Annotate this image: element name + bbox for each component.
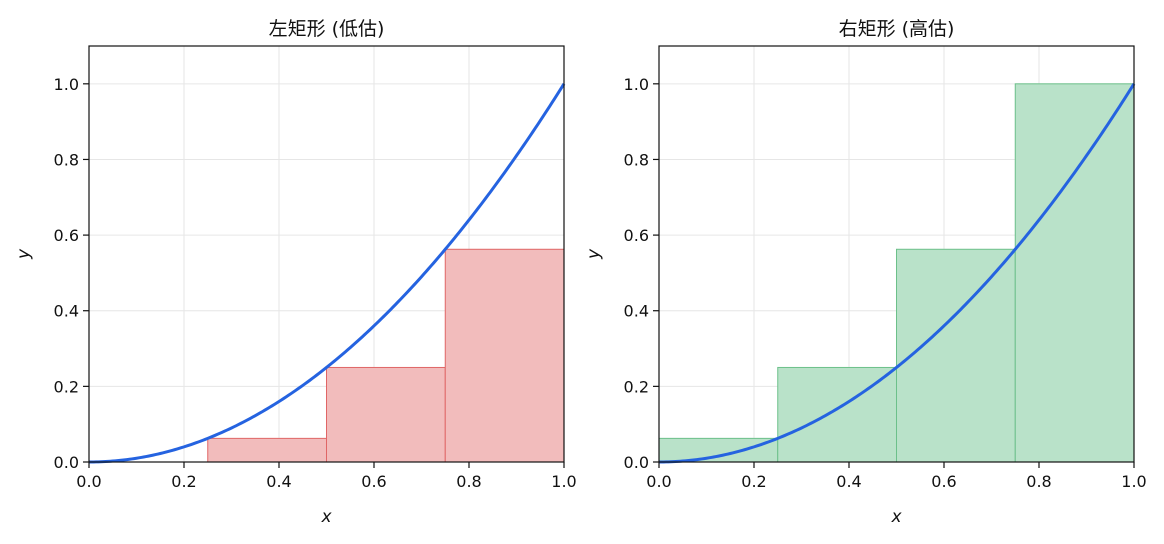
y-tick-label: 1.0 — [624, 75, 649, 94]
y-axis-label: y — [14, 248, 34, 260]
y-tick-label: 0.0 — [624, 453, 649, 472]
y-tick-label: 0.8 — [54, 150, 79, 169]
x-axis-label: x — [320, 507, 332, 527]
rectangles — [658, 83, 1135, 463]
y-tick-label: 0.4 — [54, 302, 79, 321]
y-tick-label: 0.6 — [54, 226, 79, 245]
left-riemann-panel: 0.0 0.2 0.4 0.6 0.8 1.0 0.0 0.2 0.4 0.6 0.8 1.0 左矩形… — [14, 18, 577, 527]
riemann-rectangle — [326, 366, 446, 463]
plot-frame — [658, 45, 1135, 463]
x-axis-label: x — [890, 507, 902, 527]
chart-title: 左矩形 (低估) — [269, 18, 385, 40]
y-axis-label: y — [584, 248, 604, 260]
x-tick-label: 0.0 — [646, 472, 671, 491]
y-tick-label: 1.0 — [54, 75, 79, 94]
plot-frame — [88, 45, 565, 463]
x-tick-label: 0.2 — [171, 472, 196, 491]
x-tick-label: 0.6 — [931, 472, 956, 491]
x-tick-label: 1.0 — [1121, 472, 1146, 491]
x-tick-label: 0.8 — [1026, 472, 1051, 491]
x-tick-label: 0.4 — [266, 472, 291, 491]
y-tick-label: 0.8 — [624, 150, 649, 169]
x-tick-label: 0.6 — [361, 472, 386, 491]
riemann-rectangle — [1014, 83, 1135, 463]
curve-line — [88, 83, 566, 464]
y-tick-label: 0.4 — [624, 302, 649, 321]
x-tick-label: 0.4 — [836, 472, 861, 491]
y-tick-label: 0.2 — [54, 377, 79, 396]
y-tick-label: 0.0 — [54, 453, 79, 472]
rectangles — [207, 248, 565, 463]
chart-title: 右矩形 (高估) — [839, 18, 955, 40]
ticks: 0.0 0.2 0.4 0.6 0.8 1.0 0.0 0.2 0.4 0.6 0.8 1.0 — [624, 75, 1147, 491]
y-tick-label: 0.2 — [624, 377, 649, 396]
x-tick-label: 0.8 — [456, 472, 481, 491]
riemann-rectangle — [658, 437, 779, 463]
x-tick-label: 0.0 — [76, 472, 101, 491]
riemann-rectangle — [896, 248, 1016, 463]
curve-line — [658, 83, 1136, 464]
riemann-rectangle — [207, 437, 327, 463]
y-tick-label: 0.6 — [624, 226, 649, 245]
ticks: 0.0 0.2 0.4 0.6 0.8 1.0 0.0 0.2 0.4 0.6 0.8 1.0 — [54, 75, 577, 491]
x-tick-label: 1.0 — [551, 472, 576, 491]
x-tick-label: 0.2 — [741, 472, 766, 491]
riemann-rectangle — [444, 248, 565, 463]
right-riemann-panel: 0.0 0.2 0.4 0.6 0.8 1.0 0.0 0.2 0.4 0.6 0.8 1.0 右矩形… — [584, 18, 1147, 527]
